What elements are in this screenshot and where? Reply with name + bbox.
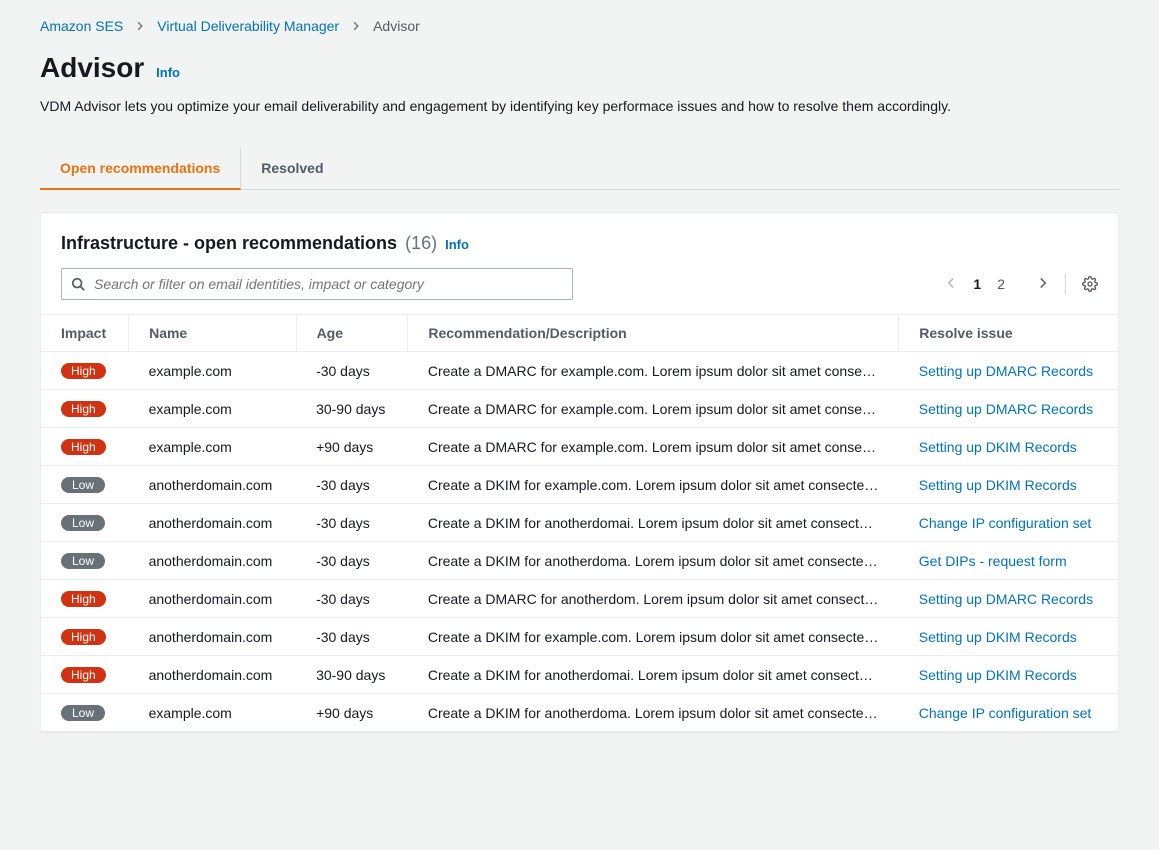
recommendations-panel: Infrastructure - open recommendations (1… [40,212,1119,732]
tabs: Open recommendationsResolved [40,148,1119,190]
description-cell: Create a DKIM for anotherdoma. Lorem ips… [408,694,899,732]
impact-badge: High [61,629,106,645]
age-cell: -30 days [296,580,408,618]
column-header[interactable]: Recommendation/Description [408,315,899,352]
tab-open-recommendations[interactable]: Open recommendations [40,148,241,190]
table-row: High anotherdomain.com30-90 daysCreate a … [41,656,1118,694]
resolve-link[interactable]: Setting up DKIM Records [919,439,1077,455]
name-cell: anotherdomain.com [129,656,296,694]
name-cell: example.com [129,390,296,428]
impact-badge: Low [61,477,105,493]
resolve-link[interactable]: Setting up DKIM Records [919,629,1077,645]
description-cell: Create a DKIM for anotherdomai. Lorem ip… [408,504,899,542]
table-row: High example.com+90 daysCreate a DMARC fo… [41,428,1118,466]
table-row: High example.com30-90 daysCreate a DMARC … [41,390,1118,428]
description-cell: Create a DKIM for anotherdoma. Lorem ips… [408,542,899,580]
resolve-link[interactable]: Get DIPs - request form [919,553,1067,569]
age-cell: -30 days [296,542,408,580]
age-cell: -30 days [296,504,408,542]
impact-badge: Low [61,553,105,569]
description-cell: Create a DKIM for example.com. Lorem ips… [408,466,899,504]
panel-count: (16) [405,233,437,254]
resolve-link[interactable]: Setting up DMARC Records [919,401,1093,417]
name-cell: anotherdomain.com [129,542,296,580]
resolve-link[interactable]: Setting up DMARC Records [919,363,1093,379]
impact-badge: Low [61,705,105,721]
resolve-link[interactable]: Setting up DKIM Records [919,477,1077,493]
settings-button[interactable] [1082,276,1098,292]
pagination: 12 [945,273,1098,295]
table-row: High example.com-30 daysCreate a DMARC fo… [41,352,1118,390]
name-cell: example.com [129,694,296,732]
description-cell: Create a DKIM for anotherdomai. Lorem ip… [408,656,899,694]
table-row: Low anotherdomain.com-30 daysCreate a DKI… [41,466,1118,504]
breadcrumb: Amazon SES Virtual Deliverability Manager… [40,18,1119,34]
name-cell: example.com [129,352,296,390]
table-row: Low anotherdomain.com-30 daysCreate a DKI… [41,542,1118,580]
resolve-link[interactable]: Setting up DKIM Records [919,667,1077,683]
age-cell: -30 days [296,352,408,390]
breadcrumb-item[interactable]: Virtual Deliverability Manager [157,18,339,34]
pagination-page[interactable]: 2 [997,276,1005,292]
name-cell: anotherdomain.com [129,580,296,618]
impact-badge: High [61,439,106,455]
description-cell: Create a DMARC for example.com. Lorem ip… [408,390,899,428]
description-cell: Create a DKIM for example.com. Lorem ips… [408,618,899,656]
recommendations-table: ImpactNameAgeRecommendation/DescriptionR… [41,314,1118,731]
impact-badge: High [61,667,106,683]
pagination-page[interactable]: 1 [973,276,981,292]
search-input[interactable] [61,268,573,300]
breadcrumb-item: Advisor [373,18,420,34]
impact-badge: Low [61,515,105,531]
search-icon [71,277,85,291]
description-cell: Create a DMARC for anotherdom. Lorem ips… [408,580,899,618]
resolve-link[interactable]: Setting up DMARC Records [919,591,1093,607]
search-wrap [61,268,573,300]
table-row: High anotherdomain.com-30 daysCreate a DK… [41,618,1118,656]
chevron-right-icon [135,18,145,34]
name-cell: anotherdomain.com [129,504,296,542]
age-cell: 30-90 days [296,390,408,428]
column-header[interactable]: Impact [41,315,129,352]
pagination-next[interactable] [1037,276,1049,292]
name-cell: example.com [129,428,296,466]
pagination-prev[interactable] [945,276,957,292]
age-cell: 30-90 days [296,656,408,694]
age-cell: +90 days [296,428,408,466]
age-cell: +90 days [296,694,408,732]
divider [1065,273,1066,295]
impact-badge: High [61,363,106,379]
page-info-link[interactable]: Info [156,65,180,80]
name-cell: anotherdomain.com [129,618,296,656]
description-cell: Create a DMARC for example.com. Lorem ip… [408,352,899,390]
table-row: Low anotherdomain.com-30 daysCreate a DKI… [41,504,1118,542]
impact-badge: High [61,591,106,607]
impact-badge: High [61,401,106,417]
resolve-link[interactable]: Change IP configuration set [919,705,1092,721]
gear-icon [1082,276,1098,292]
age-cell: -30 days [296,466,408,504]
column-header[interactable]: Age [296,315,408,352]
tab-resolved[interactable]: Resolved [241,148,343,189]
breadcrumb-item[interactable]: Amazon SES [40,18,123,34]
description-cell: Create a DMARC for example.com. Lorem ip… [408,428,899,466]
column-header[interactable]: Name [129,315,296,352]
panel-info-link[interactable]: Info [445,237,469,252]
table-row: High anotherdomain.com-30 daysCreate a DM… [41,580,1118,618]
table-row: Low example.com+90 daysCreate a DKIM for … [41,694,1118,732]
panel-title: Infrastructure - open recommendations [61,233,397,254]
age-cell: -30 days [296,618,408,656]
page-description: VDM Advisor lets you optimize your email… [40,98,1119,114]
column-header[interactable]: Resolve issue [899,315,1118,352]
name-cell: anotherdomain.com [129,466,296,504]
resolve-link[interactable]: Change IP configuration set [919,515,1092,531]
chevron-right-icon [351,18,361,34]
page-title: Advisor [40,52,144,84]
